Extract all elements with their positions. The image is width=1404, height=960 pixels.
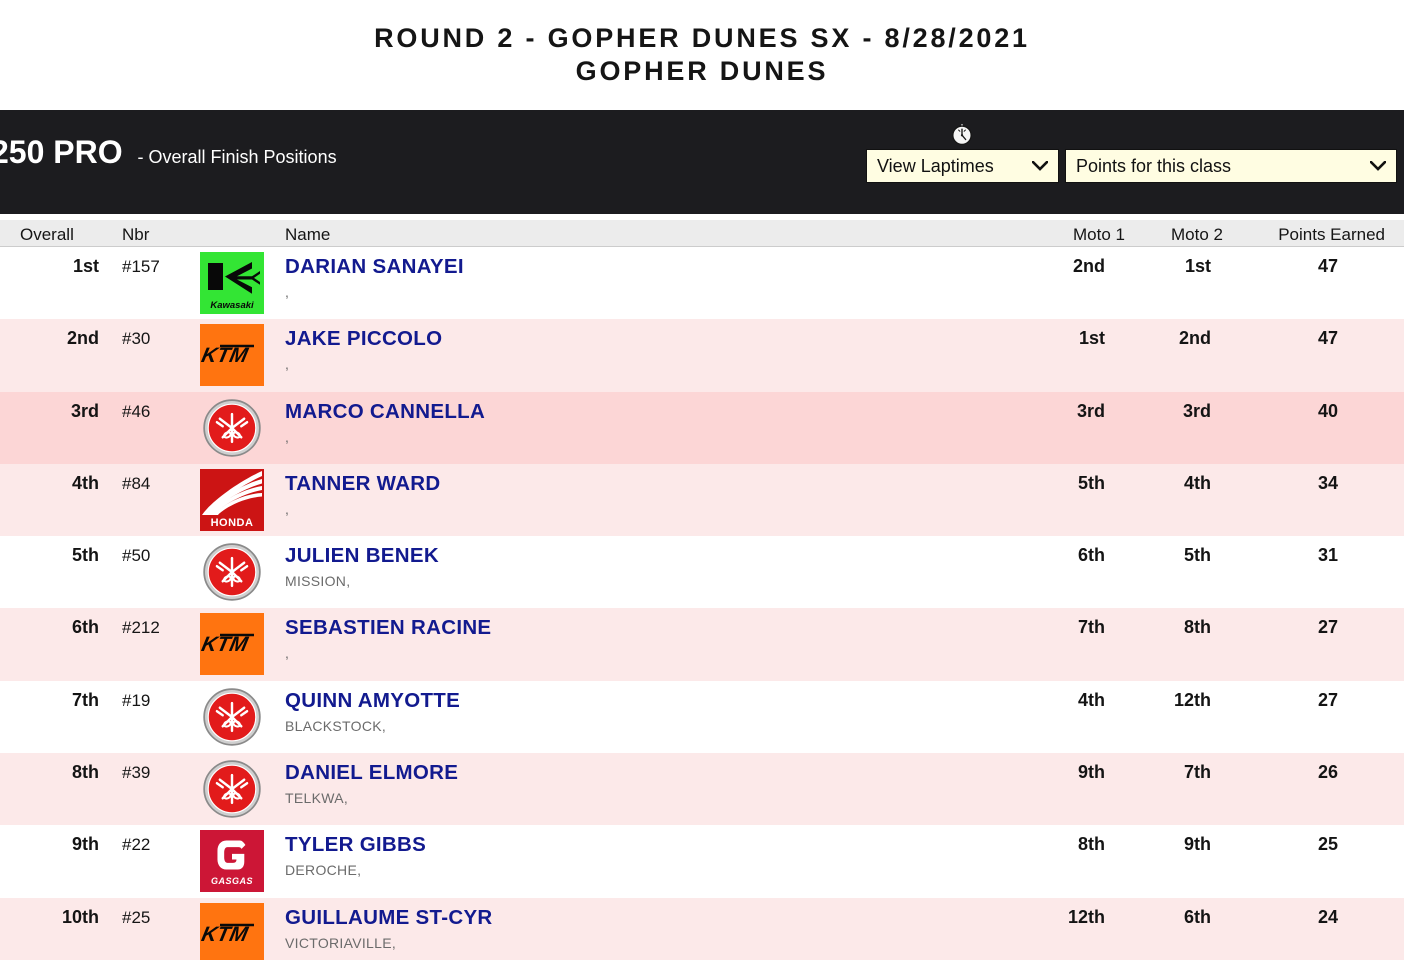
svg-text:KTM: KTM — [200, 344, 251, 367]
svg-text:KTM: KTM — [200, 634, 251, 657]
svg-text:KTM: KTM — [200, 923, 251, 946]
